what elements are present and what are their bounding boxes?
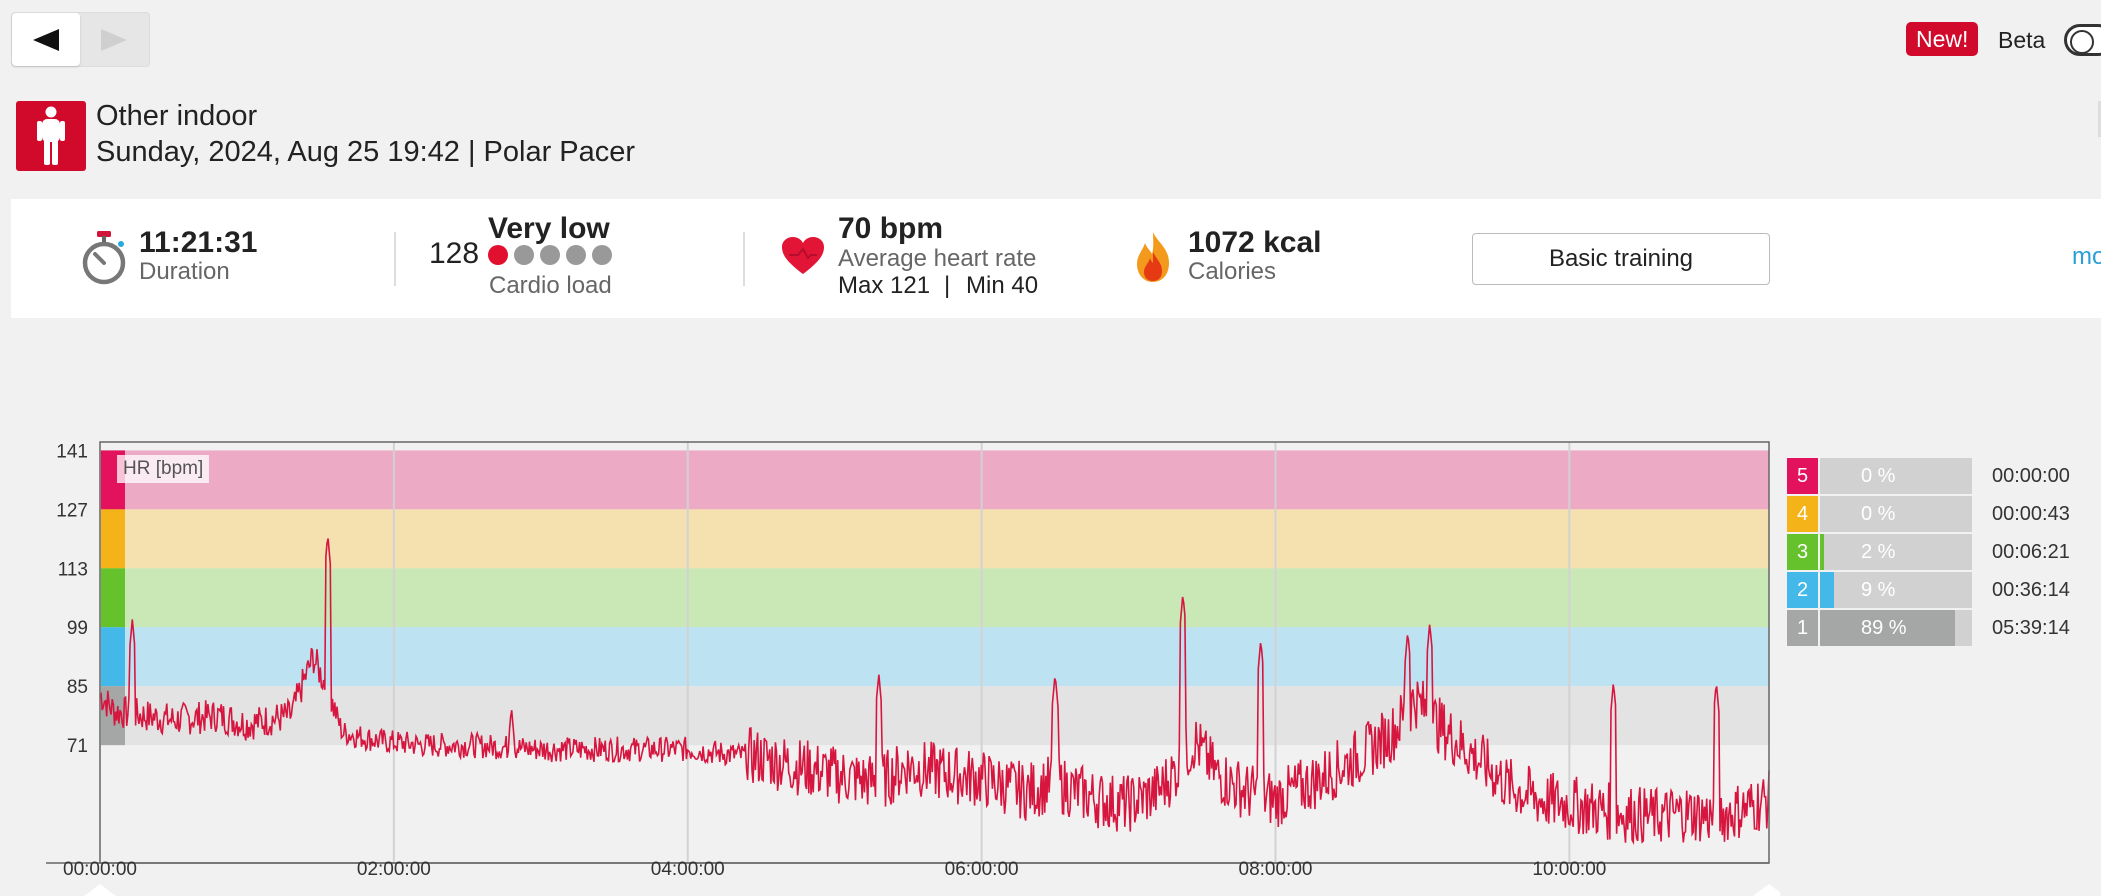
zone-strip-2: [101, 627, 125, 687]
x-tick-label: 02:00:00: [357, 859, 431, 880]
cardio-dot: [592, 245, 612, 265]
zone-bar: 2 %: [1820, 534, 1972, 570]
zone-bar-fill: [1820, 610, 1956, 646]
zone-band-4: [100, 509, 1769, 569]
x-tick-label: 06:00:00: [945, 859, 1019, 880]
zone-bar: 9 %: [1820, 572, 1972, 608]
zone-time: 00:36:14: [1992, 578, 2070, 601]
zone-percent: 0 %: [1861, 502, 1896, 525]
y-tick-label: 99: [67, 618, 88, 639]
zone-bar-fill: [1820, 534, 1824, 570]
cardio-dot: [488, 245, 508, 265]
x-tick-label: 04:00:00: [651, 859, 725, 880]
zone-band-3: [100, 568, 1769, 628]
zone-percent: 0 %: [1861, 464, 1896, 487]
zone-band-2: [100, 627, 1769, 687]
cardio-label: Cardio load: [489, 272, 612, 299]
range-handle-right-icon[interactable]: [1753, 884, 1780, 896]
hr-separator: |: [944, 272, 951, 299]
forward-button[interactable]: [80, 13, 148, 66]
new-badge: New!: [1906, 22, 1979, 56]
y-tick-label: 113: [58, 559, 88, 580]
heart-rate-chart: 141 127 113 99 85 71 00:00:00 02:00:00 04:00:00…: [46, 441, 1780, 896]
zone-time: 00:00:00: [1992, 464, 2070, 487]
zone-percent: 9 %: [1861, 578, 1896, 601]
hr-value: 70 bpm: [838, 212, 944, 245]
chart-legend: HR [bpm]: [117, 455, 210, 483]
back-button[interactable]: [12, 13, 80, 66]
zone-number: 1: [1787, 610, 1818, 646]
zone-time: 00:00:43: [1992, 502, 2070, 525]
calories-label: Calories: [1188, 258, 1277, 285]
person-icon: [37, 106, 65, 165]
zone-number: 5: [1787, 458, 1818, 494]
cardio-dot: [514, 245, 534, 265]
heart-icon: [782, 237, 824, 274]
triangle-right-icon: [101, 28, 127, 51]
zone-bar-fill: [1820, 572, 1834, 608]
sport-title: Other indoor: [96, 100, 258, 132]
divider: [743, 232, 745, 286]
zone-strip-3: [101, 568, 125, 628]
cardio-score: 128: [429, 237, 480, 270]
duration-value: 11:21:31: [139, 226, 258, 259]
y-tick-label: 85: [67, 677, 88, 698]
zone-percent: 89 %: [1861, 616, 1907, 639]
beta-label: Beta: [1998, 27, 2046, 53]
zone-bar: 89 %: [1820, 610, 1972, 646]
zone-number: 4: [1787, 496, 1818, 532]
zone-time: 05:39:14: [1992, 616, 2070, 639]
zone-band-1: [100, 686, 1769, 746]
zone-bar: 0 %: [1820, 458, 1972, 494]
hr-max: Max 121: [838, 272, 931, 299]
y-tick-label: 127: [56, 500, 88, 521]
x-tick-label: 08:00:00: [1239, 859, 1313, 880]
sport-badge: [16, 101, 86, 171]
training-type-button[interactable]: Basic training: [1472, 233, 1770, 285]
history-nav: [11, 12, 150, 67]
flame-icon: [1137, 232, 1169, 282]
x-tick-label: 10:00:00: [1532, 859, 1606, 880]
y-tick-label: 141: [56, 441, 88, 462]
summary-card: [11, 199, 2101, 318]
x-tick-label: 00:00:00: [63, 859, 137, 880]
beta-toggle[interactable]: [2064, 24, 2101, 56]
range-handle-left-icon[interactable]: [84, 884, 116, 896]
zone-percent: 2 %: [1861, 540, 1896, 563]
zone-strip-4: [101, 509, 125, 569]
cardio-dot: [566, 245, 586, 265]
calories-value: 1072 kcal: [1188, 226, 1322, 259]
cardio-dot: [540, 245, 560, 265]
divider: [394, 232, 396, 286]
zone-number: 2: [1787, 572, 1818, 608]
hr-series-line: [99, 538, 1770, 845]
hr-min: Min 40: [966, 272, 1039, 299]
cardio-dots: [488, 245, 618, 270]
edge-divider: [2098, 101, 2101, 137]
zone-number: 3: [1787, 534, 1818, 570]
zone-band-5: [100, 450, 1769, 510]
triangle-left-icon: [33, 28, 59, 51]
more-link[interactable]: mo: [2072, 243, 2101, 270]
session-subtitle: Sunday, 2024, Aug 25 19:42 | Polar Pacer: [96, 136, 636, 168]
hr-label: Average heart rate: [838, 245, 1037, 272]
duration-label: Duration: [139, 258, 230, 285]
toggle-knob: [2070, 30, 2094, 54]
y-tick-label: 71: [67, 736, 88, 757]
cardio-level: Very low: [488, 212, 610, 245]
zone-time: 00:06:21: [1992, 540, 2070, 563]
stopwatch-icon: [82, 231, 126, 285]
zone-bar: 0 %: [1820, 496, 1972, 532]
